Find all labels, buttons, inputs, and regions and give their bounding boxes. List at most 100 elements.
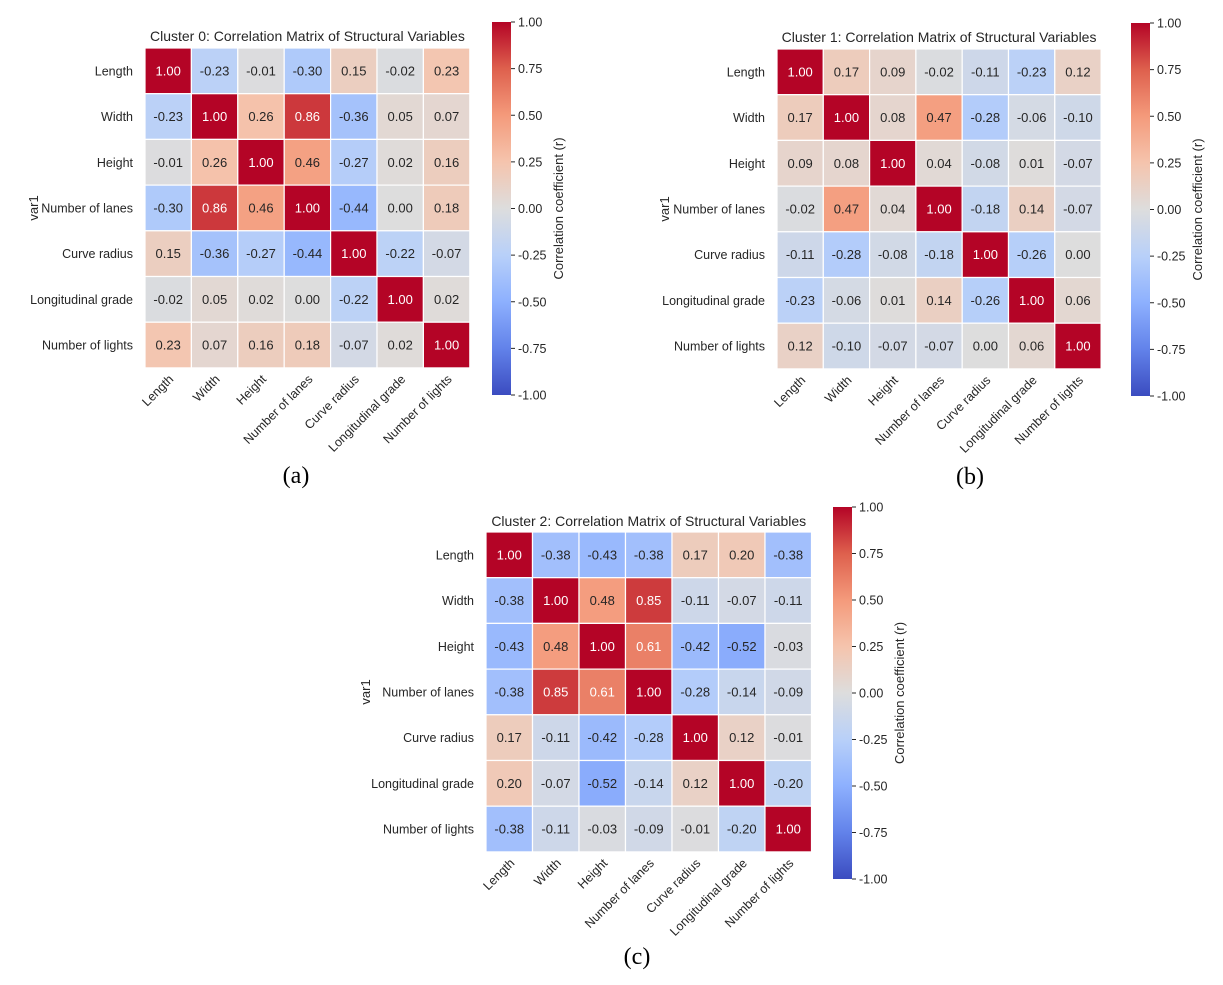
cell-value-label: -0.09 [634,822,664,837]
heatmap-cell [868,48,917,96]
cell-value-label: -0.20 [727,822,757,837]
heatmap-cell [717,805,766,853]
heatmap-cell [422,275,471,323]
cell-value-label: -0.23 [153,109,183,124]
cell-value-label: 0.17 [787,110,812,125]
cell-value-label: 1.00 [1065,339,1090,354]
cell-value-label: -0.26 [1017,247,1047,262]
heatmap-cell [868,231,917,279]
cell-value-label: -0.36 [200,246,230,261]
row-tick-label: Length [436,548,474,562]
heatmap-cell [776,276,824,324]
colorbar-tick-label: 1.00 [859,501,883,515]
cell-value-label: -0.26 [971,293,1001,308]
heatmap-cell [1007,185,1056,233]
heatmap-cell [1007,322,1056,370]
colorbar-tick-label: -0.75 [859,826,888,840]
cell-value-label: 0.17 [834,64,859,79]
cell-value-label: -0.07 [1063,156,1093,171]
cell-value-label: -0.28 [634,730,664,745]
row-tick-label: Height [97,156,134,170]
cell-value-label: 1.00 [590,639,615,654]
cell-value-label: 0.20 [729,547,754,562]
cell-value-label: 0.02 [434,292,459,307]
heatmap-cell [764,531,813,579]
colorbar-tick-label: 0.00 [518,202,542,216]
cell-value-label: -0.23 [200,63,230,78]
cell-value-label: 0.05 [202,292,227,307]
colorbar-tick-label: 0.00 [1157,203,1181,217]
row-tick-label: Number of lanes [673,202,765,216]
subfigure-caption: (c) [624,944,651,970]
cell-value-label: 0.23 [156,338,181,353]
heatmap-cell [237,138,285,186]
cell-value-label: -0.38 [634,547,664,562]
column-tick-label: Longitudinal grade [957,373,1040,456]
colorbar-tick-label: -0.50 [518,295,547,309]
cell-value-label: -0.11 [681,593,710,608]
row-tick-label: Width [101,110,133,124]
heatmap-cell [1054,322,1102,370]
cell-value-label: -0.08 [878,247,908,262]
heatmap-panel-0: Cluster 0: Correlation Matrix of Structu… [26,16,566,490]
cell-value-label: -0.08 [971,156,1001,171]
heatmap-cell [822,322,871,370]
row-tick-label: Width [442,594,474,608]
cell-value-label: 0.02 [248,292,273,307]
heatmap-cell [485,759,534,807]
cell-value-label: -0.28 [971,110,1001,125]
heatmap-cell [144,184,193,232]
heatmap-cell [144,275,193,323]
heatmap-cell [764,577,813,625]
row-tick-label: Number of lights [42,339,133,353]
colorbar [1131,23,1150,396]
heatmap-cell [671,805,720,853]
heatmap-cell [578,577,627,625]
heatmap-cell [671,531,720,579]
cell-value-label: 1.00 [248,155,273,170]
cell-value-label: -0.20 [773,776,803,791]
cell-value-label: 0.85 [543,684,568,699]
y-axis-label: var1 [358,679,373,704]
cell-value-label: 0.06 [1065,293,1090,308]
heatmap-cell [961,139,1010,187]
cell-value-label: -0.09 [773,684,803,699]
cell-value-label: -0.42 [587,730,617,745]
heatmap-cell [237,321,285,369]
heatmap-cell [915,322,963,370]
heatmap-cell [283,321,332,369]
cell-value-label: 0.07 [434,109,459,124]
colorbar-tick-label: 0.75 [1157,63,1181,77]
y-axis-label: var1 [657,196,672,221]
cell-value-label: 1.00 [202,109,227,124]
heatmap-cell [717,531,766,579]
heatmap-cell [485,577,534,625]
colorbar-tick-label: -0.50 [1157,296,1186,310]
colorbar-tick-label: -1.00 [518,389,547,403]
cell-value-label: 0.26 [202,155,227,170]
colorbar-tick-label: -1.00 [859,873,888,887]
cell-value-label: -0.07 [924,339,954,354]
row-tick-label: Longitudinal grade [662,294,765,308]
cell-value-label: -0.43 [587,547,617,562]
cell-value-label: 0.12 [1065,64,1090,79]
cell-value-label: 1.00 [926,201,951,216]
heatmap-cell [485,668,534,716]
row-tick-label: Curve radius [694,248,765,262]
colorbar-tick-label: 0.50 [1157,110,1181,124]
column-tick-label: Length [139,372,176,409]
cell-value-label: -0.07 [1063,201,1093,216]
heatmap-cell [764,622,813,670]
heatmap-cell [283,138,332,186]
cell-value-label: 0.26 [248,109,273,124]
heatmap-cell [531,714,580,762]
cell-value-label: -0.52 [587,776,617,791]
cell-value-label: -0.11 [971,64,1000,79]
heatmap-cell [578,714,627,762]
cell-value-label: 0.20 [497,776,522,791]
colorbar-tick-label: -0.75 [1157,343,1186,357]
chart-title: Cluster 2: Correlation Matrix of Structu… [491,513,806,529]
heatmap-cell [624,531,673,579]
cell-value-label: 0.05 [388,109,413,124]
cell-value-label: -0.02 [153,292,183,307]
